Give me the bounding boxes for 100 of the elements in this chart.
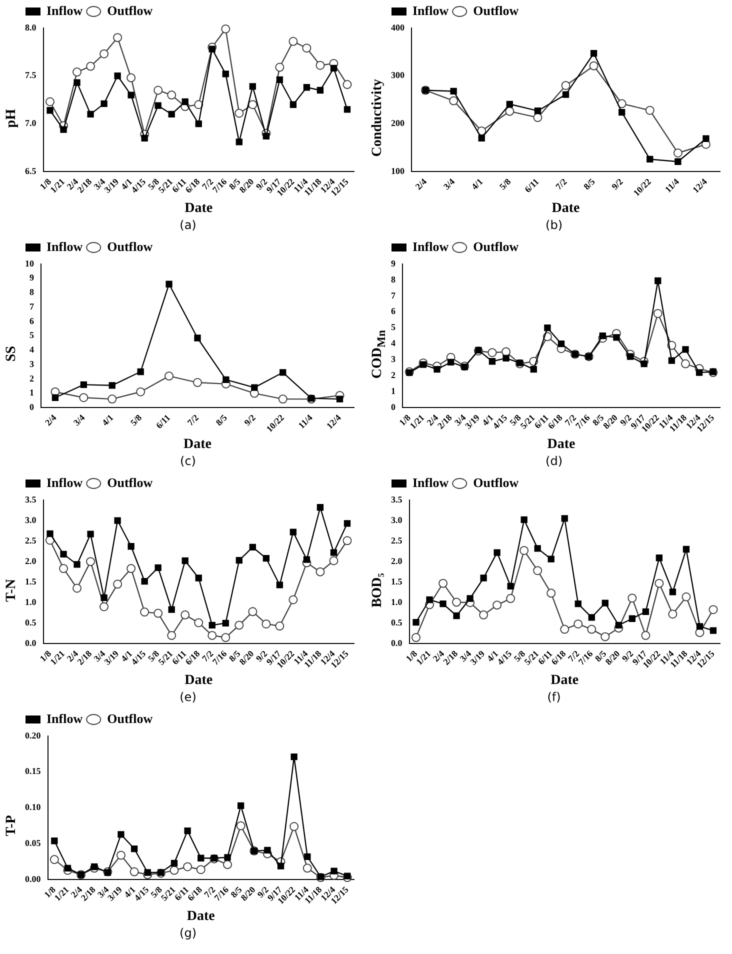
point — [46, 97, 55, 106]
point — [248, 100, 258, 110]
point — [546, 588, 556, 598]
y-tick-label: 0.00 — [25, 874, 42, 884]
y-axis-title: T-P — [4, 815, 20, 837]
point — [316, 567, 325, 576]
point — [682, 592, 691, 602]
point — [618, 108, 626, 116]
legend-label: Outflow — [473, 2, 520, 18]
point — [290, 528, 297, 536]
x-tick-label: 6/11 — [154, 412, 172, 431]
x-tick-label: 11/4 — [296, 412, 315, 431]
point — [673, 148, 682, 158]
point — [654, 578, 664, 588]
y-tick-label: 3.0 — [391, 514, 403, 525]
text: (d) — [546, 454, 562, 468]
point — [195, 574, 202, 582]
legend-label: Outflow — [107, 2, 154, 18]
point — [646, 156, 654, 163]
point — [316, 60, 325, 70]
point — [154, 102, 162, 109]
point — [166, 280, 172, 288]
point — [696, 623, 704, 630]
point — [221, 633, 230, 642]
y-tick-label: 0.15 — [25, 766, 42, 776]
point — [87, 110, 94, 118]
point — [126, 564, 136, 574]
y-tick-label: 1.0 — [25, 596, 37, 607]
point — [696, 369, 703, 376]
legend-label: Inflow — [46, 710, 84, 726]
point — [600, 632, 610, 642]
point — [208, 622, 216, 629]
point — [587, 624, 596, 634]
y-tick-label: 400 — [391, 22, 405, 32]
point — [60, 550, 67, 558]
y-tick-label: 3 — [391, 354, 396, 364]
point — [426, 596, 433, 604]
point — [154, 608, 163, 618]
y-tick-label: 8 — [391, 274, 396, 284]
point — [248, 607, 258, 616]
point — [330, 64, 338, 72]
point — [236, 138, 242, 146]
y-tick-label: 10 — [25, 258, 34, 268]
point — [154, 564, 162, 572]
point — [420, 361, 427, 368]
x-axis-title: Date — [547, 436, 576, 452]
point — [330, 549, 338, 556]
point — [154, 86, 163, 95]
y-axis-title: SS — [4, 346, 20, 362]
point — [316, 504, 324, 511]
text: (e) — [180, 690, 196, 704]
point — [64, 864, 72, 872]
x-axis-title: Date — [184, 672, 213, 688]
point — [330, 868, 338, 874]
point — [506, 594, 516, 604]
point — [412, 618, 420, 626]
point — [674, 158, 682, 165]
point — [136, 387, 146, 396]
point — [453, 612, 460, 620]
point — [530, 366, 537, 373]
point — [234, 620, 244, 630]
point — [79, 393, 88, 402]
point — [520, 546, 529, 555]
point — [615, 622, 622, 629]
point — [114, 517, 121, 524]
point — [222, 620, 229, 626]
point — [87, 530, 94, 538]
point — [466, 595, 474, 602]
point — [140, 608, 150, 617]
point — [264, 846, 271, 854]
point — [438, 578, 448, 588]
point — [236, 557, 242, 564]
point — [303, 84, 310, 91]
point — [234, 108, 244, 118]
x-tick-label: 3/4 — [72, 412, 88, 428]
x-axis-title: Date — [550, 672, 579, 688]
point — [668, 610, 678, 619]
point — [494, 549, 500, 556]
point — [278, 394, 288, 404]
x-tick-label: 11/4 — [662, 176, 682, 195]
x-axis-title: Date — [186, 908, 215, 924]
x-tick-label: 7/2 — [554, 176, 570, 192]
text: (g) — [180, 926, 196, 940]
y-tick-label: 0.10 — [25, 802, 42, 812]
legend-label: Outflow — [107, 710, 154, 726]
y-tick-label: 2 — [30, 373, 34, 384]
y-tick-label: 5 — [391, 322, 396, 332]
point — [194, 618, 204, 628]
point — [128, 92, 134, 98]
point — [130, 845, 138, 852]
point — [167, 90, 176, 100]
point — [654, 277, 662, 284]
point — [303, 556, 310, 563]
y-tick-label: 0.5 — [25, 617, 37, 628]
point — [280, 369, 286, 376]
point — [195, 120, 202, 128]
point — [520, 516, 528, 524]
point — [645, 106, 654, 115]
point — [682, 546, 690, 553]
point — [74, 561, 80, 568]
